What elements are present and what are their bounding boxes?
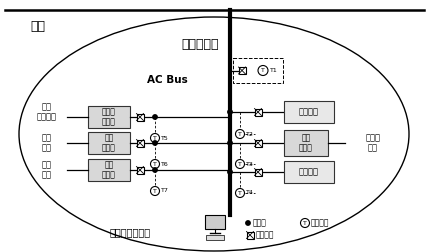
Bar	[88, 159, 130, 181]
Circle shape	[153, 115, 157, 119]
Text: 微型
燃气轮机: 微型 燃气轮机	[37, 102, 57, 122]
Text: T: T	[238, 132, 242, 137]
Bar	[136, 140, 143, 146]
Circle shape	[228, 110, 232, 114]
Circle shape	[151, 186, 160, 196]
Bar	[254, 140, 262, 146]
Text: 光伏
系统: 光伏 系统	[42, 160, 52, 180]
Ellipse shape	[19, 17, 409, 251]
Circle shape	[228, 170, 232, 174]
Text: 储能
变流器: 储能 变流器	[102, 133, 116, 153]
Bar	[239, 67, 245, 74]
Text: T1: T1	[269, 68, 277, 73]
Text: 风电
变流器: 风电 变流器	[299, 133, 313, 153]
Circle shape	[300, 218, 309, 228]
Text: 储能
设备: 储能 设备	[42, 133, 52, 153]
Text: T: T	[238, 162, 242, 167]
Circle shape	[236, 160, 245, 169]
Text: 微电网系统: 微电网系统	[181, 39, 219, 51]
Text: T4: T4	[246, 191, 254, 196]
Text: 一般负荷: 一般负荷	[299, 108, 319, 116]
Text: T3: T3	[246, 162, 254, 167]
Text: 传感器: 传感器	[253, 218, 267, 228]
Bar	[284, 130, 328, 156]
Circle shape	[258, 66, 268, 76]
Circle shape	[228, 141, 232, 145]
Bar	[254, 169, 262, 175]
Circle shape	[153, 141, 157, 145]
Text: T: T	[153, 136, 157, 141]
Text: 测控装置: 测控装置	[311, 218, 329, 228]
Bar	[88, 132, 130, 154]
Text: T: T	[153, 189, 157, 194]
Text: T: T	[238, 191, 242, 196]
Bar	[136, 113, 143, 120]
Text: 风力发
电机: 风力发 电机	[366, 133, 381, 153]
Bar	[205, 215, 225, 229]
Text: T6: T6	[161, 162, 169, 167]
Circle shape	[153, 168, 157, 172]
Bar	[206, 235, 224, 240]
Circle shape	[151, 134, 160, 142]
Bar	[247, 232, 254, 238]
Text: AC Bus: AC Bus	[147, 75, 188, 85]
Bar	[254, 109, 262, 115]
Text: 微燃机
控制器: 微燃机 控制器	[102, 107, 116, 127]
Circle shape	[236, 130, 245, 139]
Text: T5: T5	[161, 136, 169, 141]
Bar	[284, 101, 334, 123]
Text: T7: T7	[161, 188, 169, 194]
Text: 智能负荷: 智能负荷	[299, 168, 319, 176]
Bar	[88, 106, 130, 128]
Text: 微电网监控平台: 微电网监控平台	[109, 227, 151, 237]
Bar	[136, 167, 143, 173]
Text: T2: T2	[246, 132, 254, 137]
Bar	[284, 161, 334, 183]
Text: 光伏
逆变器: 光伏 逆变器	[102, 160, 116, 180]
Text: T: T	[153, 162, 157, 167]
Text: T: T	[303, 221, 307, 226]
Circle shape	[236, 188, 245, 198]
Text: 电网: 电网	[30, 20, 45, 34]
Bar	[233, 58, 283, 83]
Circle shape	[151, 160, 160, 169]
Text: 隔离开关: 隔离开关	[256, 231, 275, 239]
Text: T: T	[261, 68, 265, 73]
Circle shape	[246, 221, 250, 225]
